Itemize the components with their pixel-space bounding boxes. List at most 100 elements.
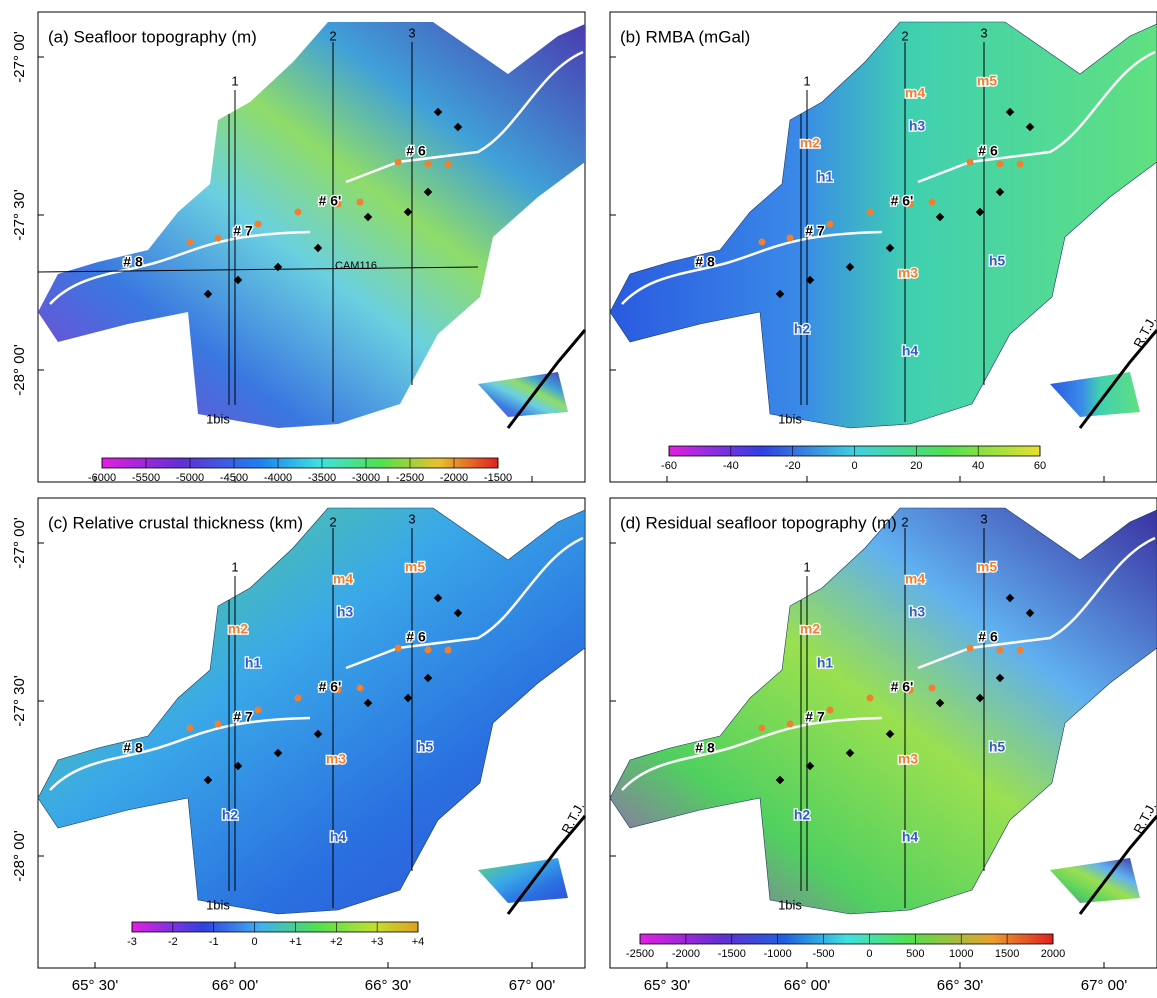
feature-label: m2 <box>228 621 248 637</box>
lat-label: -27° 00' <box>11 517 28 569</box>
seamount-marker <box>775 289 785 299</box>
feature-label: # 6' <box>319 679 342 695</box>
rtj-line <box>506 815 587 915</box>
feature-label: m2 <box>800 135 820 151</box>
feature-label: m4 <box>905 85 925 101</box>
feature-label: h2 <box>794 321 811 337</box>
profile-label: 1bis <box>778 411 802 426</box>
feature-label: m3 <box>326 751 346 767</box>
survey-area <box>1050 372 1140 417</box>
lat-label: -28° 00' <box>11 830 28 882</box>
seamount-marker <box>363 212 373 222</box>
feature-label: # 7 <box>233 223 253 239</box>
feature-label: # 8 <box>123 740 143 756</box>
feature-label: h3 <box>909 604 926 620</box>
profile-label: 1 <box>231 73 238 88</box>
colorbar-label: 0 <box>851 460 857 472</box>
fracture-point <box>294 208 302 216</box>
fracture-point <box>1016 160 1024 168</box>
seamount-marker <box>403 693 413 703</box>
fracture-point <box>758 724 766 732</box>
fracture-point <box>826 706 834 714</box>
fracture-point <box>334 200 342 208</box>
colorbar-label: -2000 <box>672 948 700 960</box>
fracture-point <box>356 198 364 206</box>
lon-label: 67° 00' <box>1081 977 1128 994</box>
fracture-point <box>294 694 302 702</box>
fracture-point <box>424 646 432 654</box>
fracture-point <box>254 220 262 228</box>
seamount-marker <box>403 207 413 217</box>
lat-label: -27° 30' <box>11 189 28 241</box>
seamount-marker <box>453 608 463 618</box>
feature-label: m3 <box>898 751 918 767</box>
feature-label: # 8 <box>695 740 715 756</box>
feature-label: m4 <box>905 571 925 587</box>
feature-label: h1 <box>817 655 834 671</box>
seamount-marker <box>845 262 855 272</box>
seamount-marker <box>453 122 463 132</box>
colorbar-label: -40 <box>723 460 739 472</box>
feature-label: h1 <box>245 655 262 671</box>
rtj-line <box>1078 815 1157 915</box>
ridge-axis <box>621 536 1156 791</box>
fracture-point <box>444 160 452 168</box>
colorbar-label: -1000 <box>764 948 792 960</box>
fracture-point <box>214 234 222 242</box>
feature-label: # 6 <box>406 629 426 645</box>
seamount-marker <box>233 275 243 285</box>
ridge-axis <box>49 50 584 305</box>
colorbar-label: 500 <box>906 948 924 960</box>
colorbar-label: -5500 <box>132 472 160 484</box>
colorbar-label: 2000 <box>1041 948 1065 960</box>
fracture-point <box>866 694 874 702</box>
lat-label: -28° 00' <box>11 344 28 396</box>
colorbar-label: -2 <box>168 936 178 948</box>
colorbar-label: -60 <box>661 460 677 472</box>
colorbar-label: +3 <box>371 936 384 948</box>
fracture-point <box>254 706 262 714</box>
panel-title: (a) Seafloor topography (m) <box>48 27 257 46</box>
profile-label: 1 <box>231 559 238 574</box>
colorbar-label: -1500 <box>484 472 512 484</box>
lat-label: -27° 30' <box>11 675 28 727</box>
feature-label: # 6' <box>891 679 914 695</box>
feature-label: # 7 <box>233 709 253 725</box>
feature-label: # 6' <box>891 193 914 209</box>
colorbar-label: 40 <box>972 460 984 472</box>
survey-area <box>1050 858 1140 903</box>
colorbar-label: -2500 <box>626 948 654 960</box>
seamount-marker <box>423 187 433 197</box>
colorbar-label: -1500 <box>718 948 746 960</box>
feature-label: m3 <box>898 265 918 281</box>
profile-label: 1bis <box>206 411 230 426</box>
colorbar-label: 1000 <box>949 948 973 960</box>
fracture-point <box>866 208 874 216</box>
panel-title: (d) Residual seafloor topography (m) <box>620 513 897 532</box>
lon-label: 67° 00' <box>509 977 556 994</box>
colorbar-label: 1500 <box>995 948 1019 960</box>
rtj-line <box>506 329 587 429</box>
feature-label: h3 <box>337 604 354 620</box>
feature-label: # 7 <box>805 709 825 725</box>
feature-label: h2 <box>794 807 811 823</box>
colorbar <box>101 457 499 469</box>
feature-label: h4 <box>330 829 347 845</box>
feature-label: # 6 <box>978 629 998 645</box>
fracture-point <box>758 238 766 246</box>
feature-label: # 6 <box>978 143 998 159</box>
fracture-point <box>1016 646 1024 654</box>
colorbar-label: -3 <box>127 936 137 948</box>
seamount-marker <box>313 729 323 739</box>
fracture-point <box>186 724 194 732</box>
profile-label: 2 <box>329 514 336 529</box>
feature-label: m5 <box>405 559 425 575</box>
profile-label: 1 <box>803 73 810 88</box>
seamount-marker <box>423 673 433 683</box>
fracture-point <box>966 644 974 652</box>
map-panel: 1 2 3 1bis (a) Seafloor topography (m) # 6 # 6… <box>37 11 587 484</box>
fracture-point <box>356 684 364 692</box>
lat-label: -27° 00' <box>11 31 28 83</box>
